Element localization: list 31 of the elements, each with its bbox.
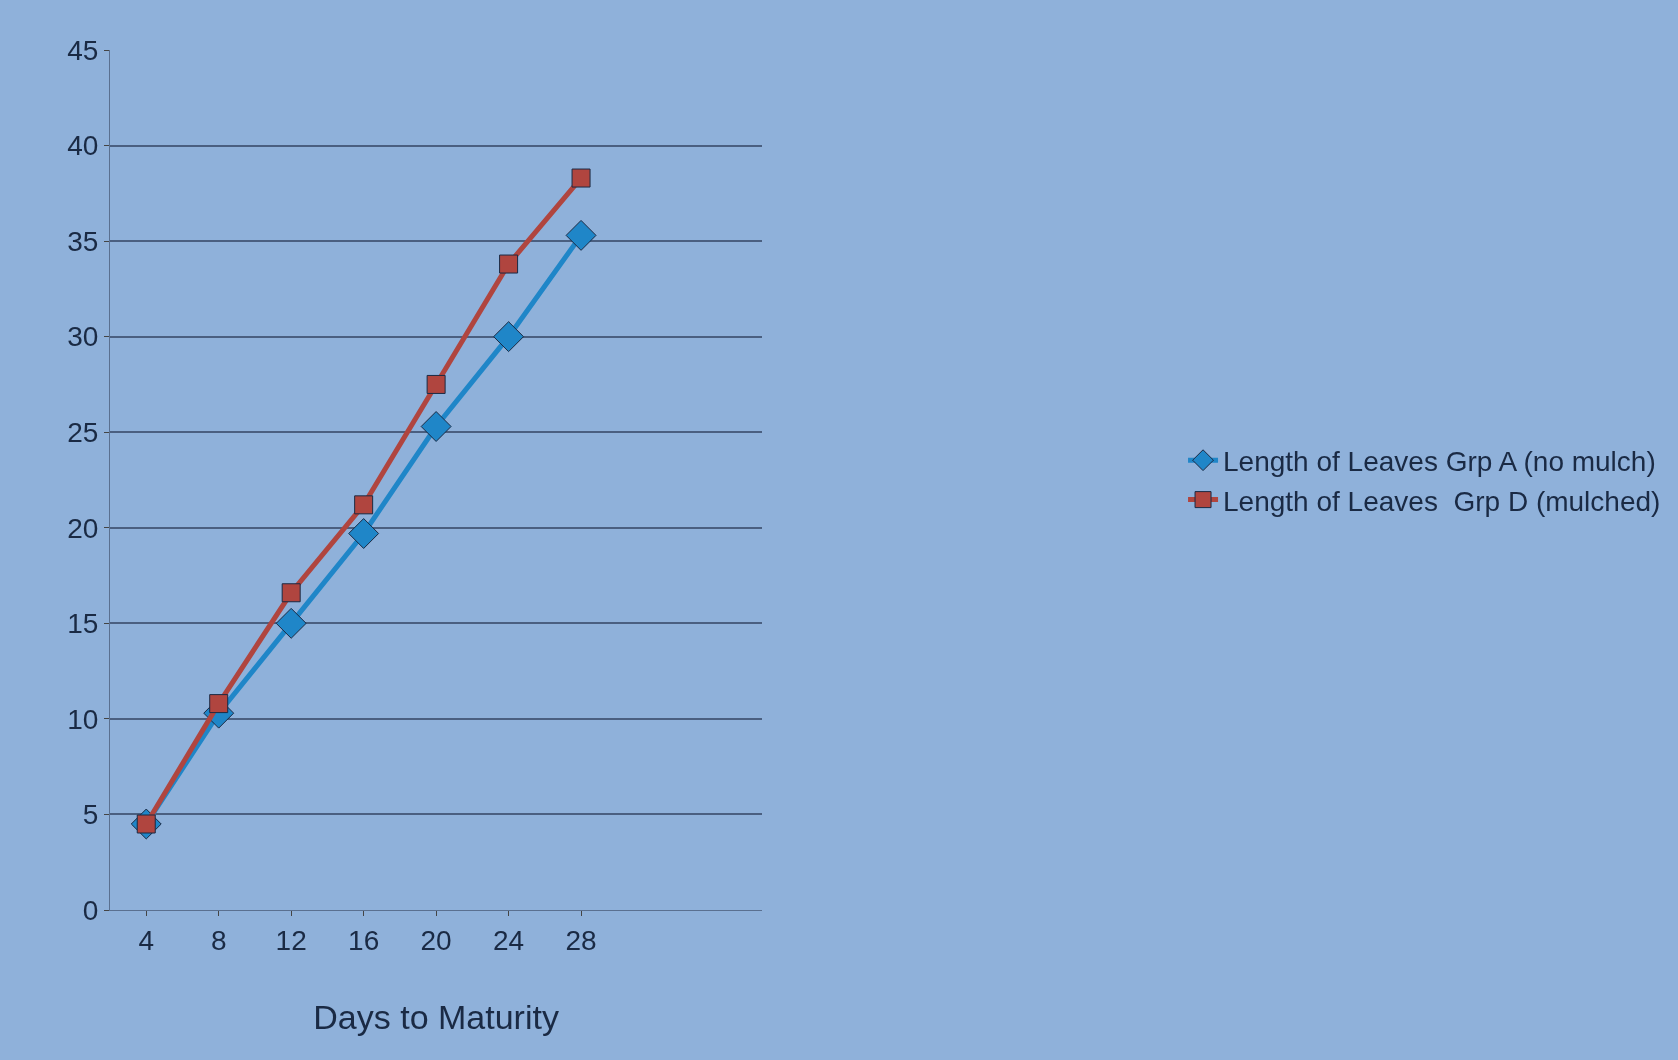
point [493,321,525,353]
y-tick-label: 20 [67,512,99,544]
x-axis-title: Days to Maturity [313,997,559,1036]
x-tick-label: 28 [565,924,597,956]
point [281,583,301,603]
y-tick-label: 35 [67,225,99,257]
y-tick-label: 25 [67,417,99,449]
y-tick-label: 40 [67,130,99,162]
legend-label: Length of Leaves Grp A (no mulch) [1223,446,1656,478]
x-tick-label: 4 [138,924,155,956]
y-tick-label: 30 [67,321,99,353]
y-tick-label: 45 [67,34,99,66]
x-tick-label: 16 [348,924,380,956]
y-tick-label: 15 [67,608,99,640]
point [420,411,452,442]
point [426,374,446,394]
point [275,607,307,639]
x-tick-label: 20 [420,924,452,956]
y-tick-label: 10 [67,703,99,735]
point [499,254,519,274]
x-tick-label: 24 [493,924,525,956]
point [354,495,374,515]
legend-label: Length of Leaves Grp D (mulched) [1223,485,1661,517]
y-tick-label: 0 [82,894,99,926]
point [565,219,597,251]
x-tick-label: 8 [210,924,227,956]
point [348,518,380,549]
point [571,168,591,188]
y-tick-label: 5 [82,799,99,831]
x-tick-label: 12 [275,924,307,956]
point [209,694,229,714]
